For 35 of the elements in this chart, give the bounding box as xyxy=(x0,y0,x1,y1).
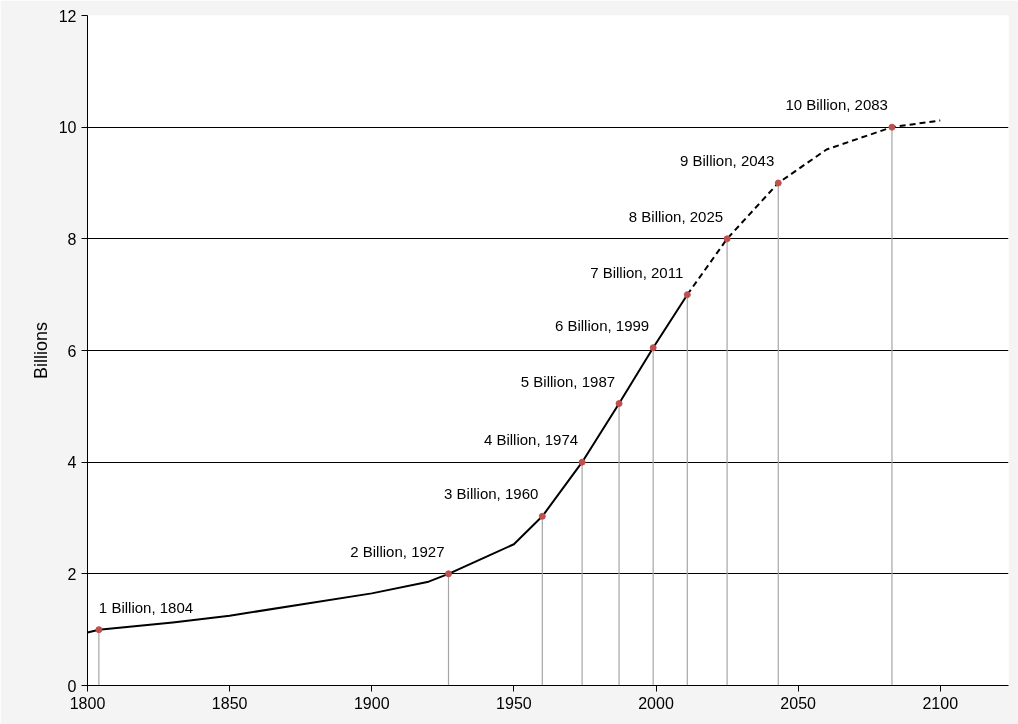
x-tick-label: 1800 xyxy=(69,694,106,712)
x-tick-label: 1950 xyxy=(496,694,532,712)
point xyxy=(615,400,623,408)
annotation: 1 Billion, 1804 xyxy=(98,598,194,616)
y-tick-label: 10 xyxy=(58,119,77,137)
y-axis-title: Billions xyxy=(30,321,51,380)
annotation: 2 Billion, 1927 xyxy=(350,542,445,560)
point xyxy=(578,458,586,466)
point xyxy=(683,291,691,299)
y-tick-label: 4 xyxy=(67,454,77,472)
y-tick-label: 6 xyxy=(67,342,77,360)
y-tick-label: 0 xyxy=(67,677,77,695)
annotation: 9 Billion, 2043 xyxy=(680,152,775,169)
point xyxy=(538,512,546,520)
point xyxy=(445,570,453,578)
annotation: 5 Billion, 1987 xyxy=(520,372,616,390)
annotation: 6 Billion, 1999 xyxy=(554,316,650,334)
annotation: 10 Billion, 2083 xyxy=(785,96,888,114)
x-tick-label: 1900 xyxy=(353,694,390,712)
x-tick-label: 2100 xyxy=(922,694,959,712)
point xyxy=(774,179,782,187)
point xyxy=(95,626,103,634)
point xyxy=(723,235,731,243)
y-tick-label: 2 xyxy=(67,565,77,583)
point xyxy=(649,344,657,352)
x-tick-label: 2000 xyxy=(638,694,674,712)
annotation: 3 Billion, 1960 xyxy=(444,485,539,503)
annotation: 7 Billion, 2011 xyxy=(590,263,684,281)
y-tick-label: 8 xyxy=(67,230,77,248)
annotation: 8 Billion, 2025 xyxy=(628,207,724,225)
x-tick-label: 2050 xyxy=(780,694,817,712)
y-tick-label: 12 xyxy=(58,7,77,25)
annotation: 4 Billion, 1974 xyxy=(483,431,579,449)
point xyxy=(888,123,896,131)
x-tick-label: 1850 xyxy=(211,694,248,712)
